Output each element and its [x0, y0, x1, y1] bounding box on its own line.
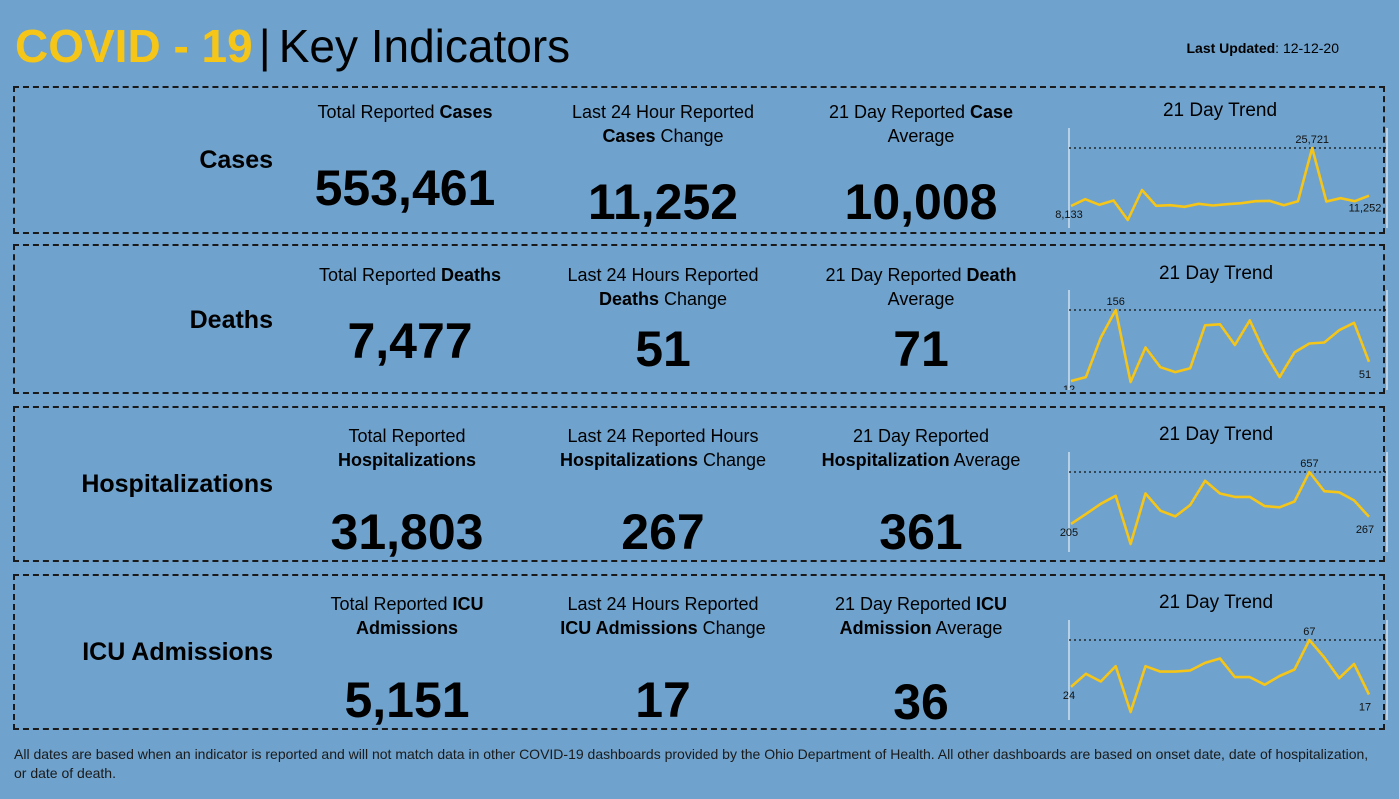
average-caption: 21 Day Reported Death Average	[825, 265, 1017, 309]
trend-end-label: 267	[1356, 524, 1374, 536]
change-caption: Last 24 Reported Hours Hospitalizations C…	[559, 426, 767, 470]
row-label: ICU Admissions	[82, 638, 273, 666]
average-caption: 21 Day Reported Case Average	[828, 102, 1014, 146]
total-indicator: Total Reported Deaths 7,477	[295, 263, 525, 393]
total-caption: Total Reported Hospitalizations	[337, 426, 476, 470]
trend-line	[1070, 470, 1370, 546]
row-label: Hospitalizations	[81, 470, 273, 498]
total-value: 553,461	[314, 160, 496, 216]
change-value: 11,252	[587, 174, 739, 230]
trend-max-label: 25,721	[1295, 134, 1329, 146]
trend-title: 21 Day Trend	[1158, 592, 1274, 613]
trend-max-label: 156	[1107, 296, 1125, 308]
trend-title: 21 Day Trend	[1158, 424, 1274, 445]
last-updated: Last Updated: 12-12-20	[1186, 40, 1339, 56]
change-value: 267	[621, 504, 705, 560]
trend-sparkline: 657 205 267	[1060, 452, 1388, 552]
average-value: 361	[879, 504, 963, 560]
title-text: Key Indicators	[278, 20, 571, 72]
average-value: 36	[893, 674, 949, 730]
average-indicator: 21 Day Reported Case Average 10,008	[801, 100, 1041, 230]
total-caption: Total Reported ICU Admissions	[330, 594, 484, 638]
total-value: 5,151	[344, 672, 470, 728]
last-updated-value: : 12-12-20	[1275, 40, 1339, 56]
average-value: 71	[893, 321, 949, 377]
trend-title: 21 Day Trend	[1162, 100, 1278, 121]
trend-end-label: 17	[1359, 702, 1371, 714]
trend-start-label: 12	[1063, 384, 1075, 390]
total-caption: Total Reported Deaths	[318, 265, 502, 285]
change-caption: Last 24 Hours Reported Deaths Change	[567, 265, 759, 309]
trend-sparkline: 156 12 51	[1063, 290, 1388, 390]
total-indicator: Total Reported Hospitalizations 31,803	[287, 424, 527, 560]
trend-line	[1070, 146, 1370, 222]
average-indicator: 21 Day Reported ICU Admission Average 36	[801, 592, 1041, 730]
trend-sparkline: 25,721 8,133 11,252	[1055, 128, 1388, 228]
trend-line	[1070, 308, 1371, 384]
trend-start-label: 205	[1060, 527, 1078, 539]
trend-max-label: 657	[1300, 458, 1318, 470]
total-indicator: Total Reported ICU Admissions 5,151	[297, 592, 517, 728]
trend-end-label: 11,252	[1349, 203, 1382, 215]
trend-start-label: 24	[1063, 690, 1075, 702]
average-indicator: 21 Day Reported Hospitalization Average 3…	[791, 424, 1051, 560]
trend-start-label: 8,133	[1055, 209, 1083, 221]
trend-sparkline: 67 24 17	[1063, 620, 1388, 720]
cases-panel: Cases Total Reported Cases 553,461 Last …	[13, 86, 1388, 234]
total-indicator: Total Reported Cases 553,461	[295, 100, 515, 230]
trend-line	[1070, 638, 1371, 714]
change-value: 17	[635, 672, 691, 728]
average-caption: 21 Day Reported ICU Admission Average	[834, 594, 1008, 638]
footer-disclaimer: All dates are based when an indicator is…	[14, 746, 1369, 781]
row-label: Deaths	[189, 306, 273, 334]
deaths-panel: Deaths Total Reported Deaths 7,477 Last …	[13, 244, 1388, 394]
change-indicator: Last 24 Hours Reported Deaths Change 51	[543, 263, 783, 393]
average-indicator: 21 Day Reported Death Average 71	[801, 263, 1041, 393]
icu-admissions-panel: ICU Admissions Total Reported ICU Admissi…	[13, 574, 1388, 730]
total-value: 7,477	[347, 313, 473, 369]
change-indicator: Last 24 Hours Reported ICU Admissions Cha…	[533, 592, 793, 728]
trend-end-label: 51	[1359, 369, 1371, 381]
change-caption: Last 24 Hour Reported Cases Change	[571, 102, 755, 146]
brand-title: COVID - 19	[15, 20, 253, 72]
title-separator: |	[258, 20, 271, 72]
total-value: 31,803	[330, 504, 484, 560]
hospitalizations-panel: Hospitalizations Total Reported Hospitali…	[13, 406, 1388, 562]
page-title: COVID - 19 | Key Indicators	[15, 18, 570, 74]
average-value: 10,008	[844, 174, 998, 230]
change-caption: Last 24 Hours Reported ICU Admissions Cha…	[560, 594, 766, 638]
row-label: Cases	[199, 146, 273, 174]
last-updated-label: Last Updated	[1186, 40, 1276, 56]
change-value: 51	[635, 321, 691, 377]
trend-title: 21 Day Trend	[1158, 263, 1274, 284]
average-caption: 21 Day Reported Hospitalization Average	[821, 426, 1021, 470]
total-caption: Total Reported Cases	[317, 102, 493, 122]
change-indicator: Last 24 Hour Reported Cases Change 11,252	[543, 100, 783, 230]
trend-max-label: 67	[1303, 626, 1315, 638]
change-indicator: Last 24 Reported Hours Hospitalizations C…	[533, 424, 793, 560]
dashboard-header: COVID - 19 | Key Indicators	[15, 18, 570, 74]
